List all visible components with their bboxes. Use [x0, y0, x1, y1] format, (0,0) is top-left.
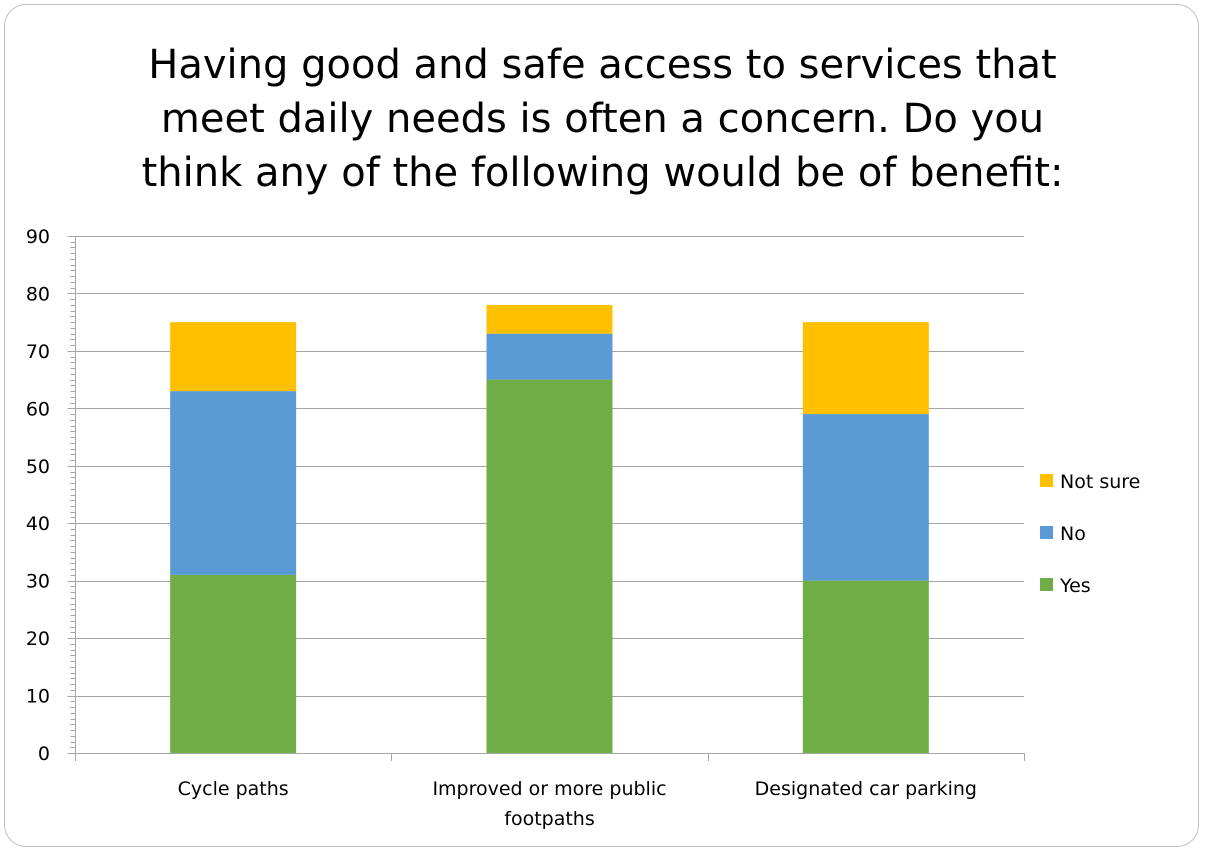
x-category-label: Cycle paths — [178, 778, 289, 800]
bar-segment-no — [170, 391, 297, 575]
bar-segment-not-sure — [170, 322, 297, 392]
chart-title-line: think any of the following would be of b… — [141, 150, 1064, 196]
bar-segment-no — [486, 333, 613, 380]
legend: Not sure No Yes — [1040, 471, 1140, 597]
chart-title-line: meet daily needs is often a concern. Do … — [160, 96, 1045, 142]
bar-segment-not-sure — [486, 304, 613, 334]
bar-segment-yes — [170, 574, 297, 753]
y-tick-label: 50 — [26, 456, 50, 478]
y-tick-label: 20 — [26, 628, 50, 650]
y-tick-label: 40 — [26, 513, 50, 535]
bar-segment-no — [802, 414, 929, 581]
legend-swatch — [1040, 526, 1053, 539]
y-tick-label: 80 — [26, 283, 50, 305]
bar-segment-yes — [802, 580, 929, 753]
legend-label: Not sure — [1060, 471, 1140, 493]
y-tick-label: 70 — [26, 341, 50, 363]
chart-title: Having good and safe access to services … — [100, 38, 1105, 200]
legend-swatch — [1040, 474, 1053, 487]
legend-label: Yes — [1059, 575, 1091, 597]
bar-segment-not-sure — [802, 322, 929, 415]
x-category-label: footpaths — [504, 808, 594, 830]
axes — [67, 236, 1025, 761]
legend-label: No — [1060, 523, 1086, 545]
legend-swatch — [1040, 578, 1053, 591]
y-tick-label: 90 — [26, 226, 50, 248]
y-tick-label: 0 — [38, 743, 50, 765]
chart-title-line: Having good and safe access to services … — [148, 42, 1057, 88]
y-tick-label: 60 — [26, 398, 50, 420]
axis-labels: 0 10 20 30 40 50 60 70 80 90 Cycle paths Improved o… — [26, 226, 977, 830]
y-tick-label: 30 — [26, 571, 50, 593]
y-tick-label: 10 — [26, 686, 50, 708]
bars — [170, 304, 929, 753]
bar-segment-yes — [486, 379, 613, 753]
x-category-label: Improved or more public — [432, 778, 666, 800]
x-category-label: Designated car parking — [755, 778, 977, 800]
